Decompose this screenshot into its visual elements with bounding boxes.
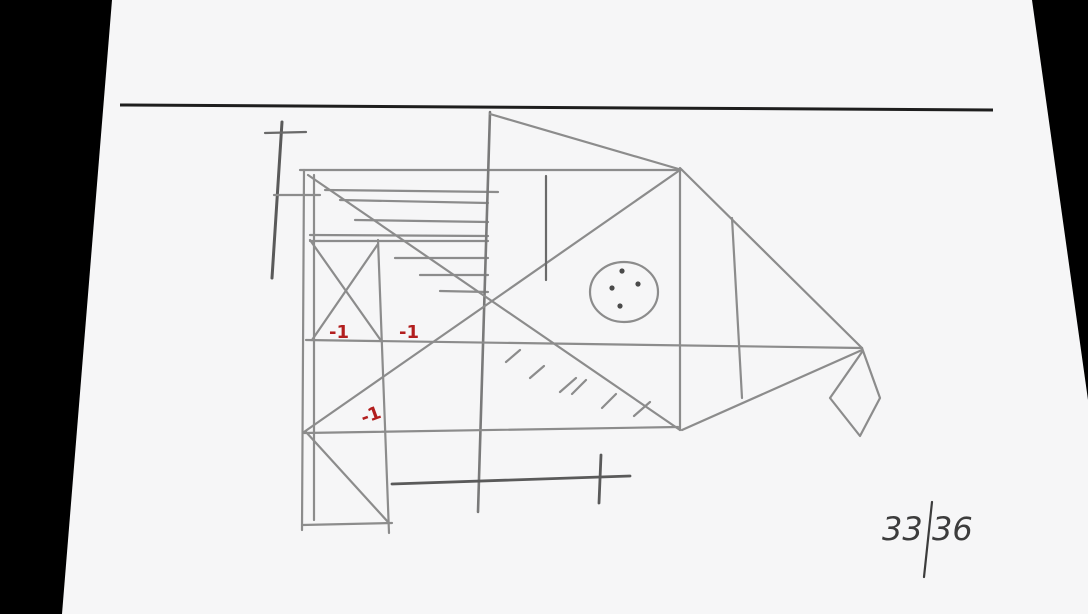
left-dimension-tick-top — [263, 130, 308, 135]
dot-2 — [609, 285, 615, 291]
left-rect-left-edge — [300, 168, 306, 532]
bottom-dimension-tick — [597, 453, 603, 505]
right-vertical-2 — [730, 216, 744, 400]
tick-2 — [528, 364, 546, 380]
circle-dots — [609, 268, 641, 309]
roof-left — [488, 112, 684, 172]
left-rect-bottom-edge — [300, 521, 394, 527]
hatch-line-1 — [323, 188, 500, 194]
tick-5 — [600, 392, 618, 410]
dot-4 — [617, 303, 623, 309]
tick-3 — [558, 376, 578, 394]
hatch-line-8 — [438, 289, 490, 294]
tip-diamond — [828, 346, 882, 438]
diagonal-main-up — [302, 168, 682, 434]
diagonal-small-b — [310, 242, 380, 342]
top-rule-line — [119, 103, 994, 112]
roof-right — [678, 166, 864, 350]
hatch-line-3 — [353, 218, 490, 224]
lower-right-edge — [680, 348, 864, 432]
hatch-line-4 — [308, 233, 490, 238]
tick-4 — [570, 378, 588, 396]
diagonal-lower — [304, 430, 390, 524]
dot-3 — [635, 281, 641, 287]
tick-6 — [632, 400, 652, 418]
page-number-total: 36 — [932, 510, 973, 548]
mid-horizontal-line — [304, 338, 864, 350]
hatch-line-2 — [338, 198, 490, 205]
red-annotation-1: -1 — [329, 322, 349, 343]
bottom-dimension-line — [390, 474, 632, 486]
center-vertical-line — [476, 110, 492, 514]
lower-horizontal-line — [302, 425, 680, 435]
tick-1 — [504, 348, 522, 364]
page-number-slash — [922, 500, 934, 579]
left-dimension-line — [270, 120, 284, 280]
circle-mark — [588, 260, 660, 324]
inner-vertical-2 — [376, 238, 391, 535]
paper-sheet — [62, 0, 1088, 614]
red-annotation-2: -1 — [399, 322, 419, 343]
diagonal-main-down — [306, 173, 682, 432]
dot-1 — [619, 268, 625, 274]
pencil-sketch — [263, 110, 882, 535]
page-number-current: 33 — [882, 510, 923, 548]
